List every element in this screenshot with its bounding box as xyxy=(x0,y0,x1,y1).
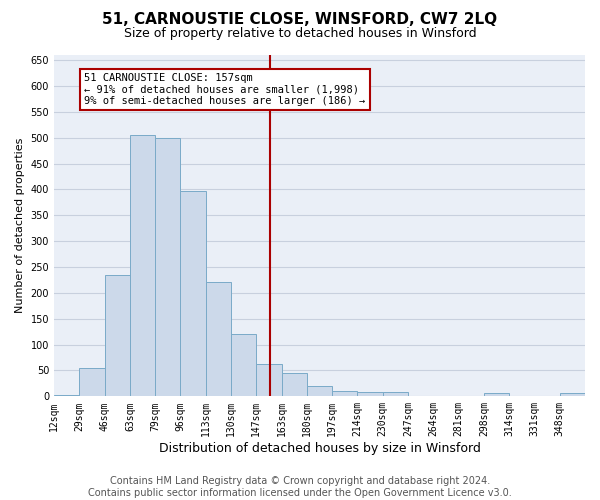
Bar xyxy=(130,135,155,396)
Bar xyxy=(332,391,358,396)
Text: Size of property relative to detached houses in Winsford: Size of property relative to detached ho… xyxy=(124,28,476,40)
Text: 51 CARNOUSTIE CLOSE: 157sqm
← 91% of detached houses are smaller (1,998)
9% of s: 51 CARNOUSTIE CLOSE: 157sqm ← 91% of det… xyxy=(85,73,365,106)
X-axis label: Distribution of detached houses by size in Winsford: Distribution of detached houses by size … xyxy=(158,442,481,455)
Bar xyxy=(484,392,509,396)
Bar xyxy=(181,191,206,396)
Bar xyxy=(155,138,181,396)
Bar xyxy=(307,386,332,396)
Bar xyxy=(256,364,281,396)
Text: 51, CARNOUSTIE CLOSE, WINSFORD, CW7 2LQ: 51, CARNOUSTIE CLOSE, WINSFORD, CW7 2LQ xyxy=(103,12,497,28)
Bar xyxy=(383,392,408,396)
Bar xyxy=(54,395,79,396)
Text: Contains HM Land Registry data © Crown copyright and database right 2024.
Contai: Contains HM Land Registry data © Crown c… xyxy=(88,476,512,498)
Bar xyxy=(206,282,231,397)
Bar xyxy=(281,372,307,396)
Bar xyxy=(358,392,383,396)
Bar xyxy=(560,392,585,396)
Bar xyxy=(231,334,256,396)
Y-axis label: Number of detached properties: Number of detached properties xyxy=(15,138,25,314)
Bar xyxy=(79,368,104,396)
Bar xyxy=(104,275,130,396)
